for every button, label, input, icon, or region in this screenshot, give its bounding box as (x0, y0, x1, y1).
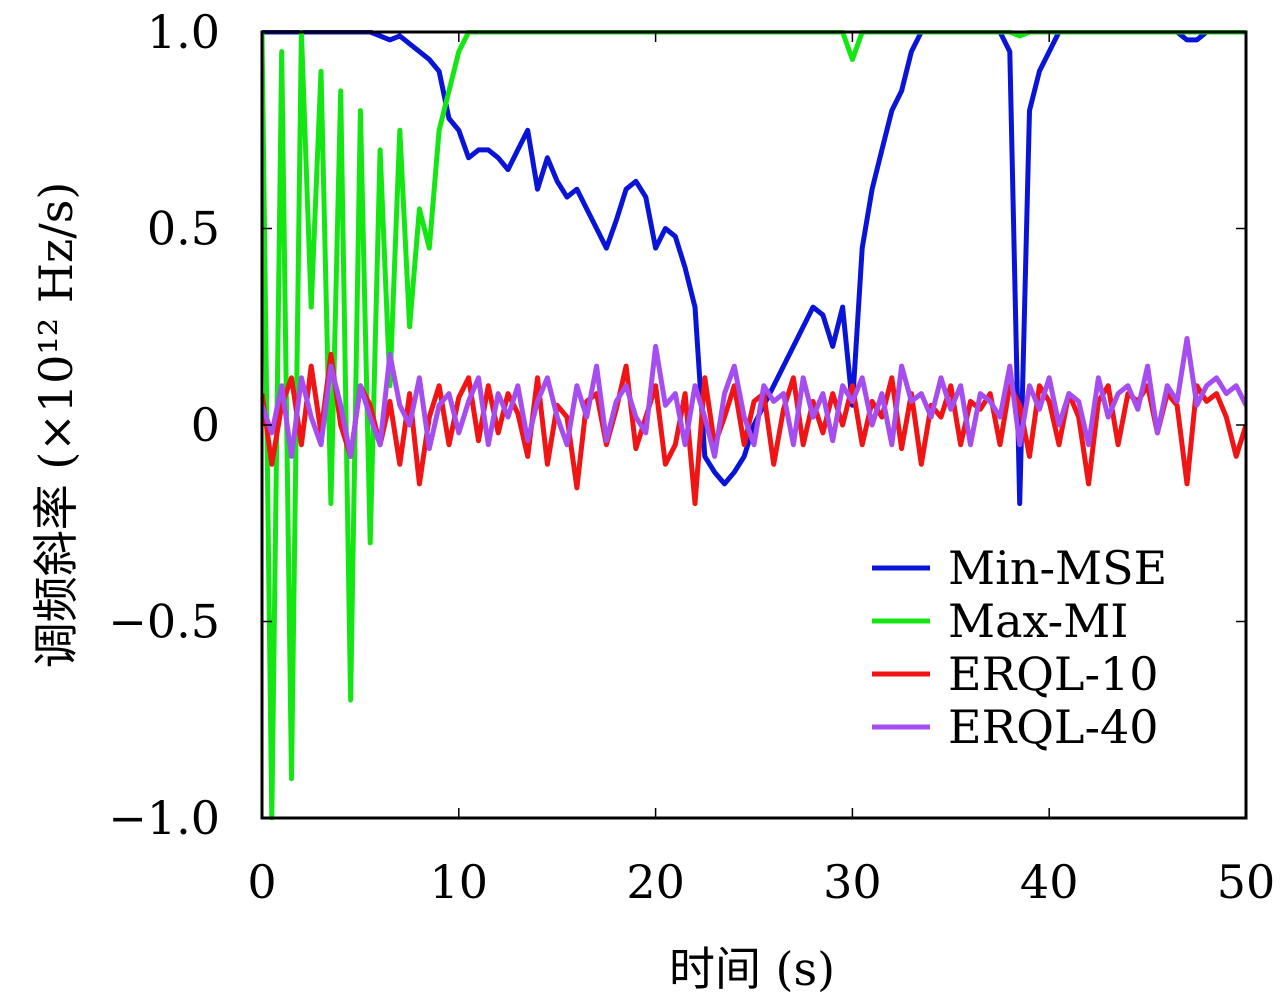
legend-label: ERQL-40 (948, 700, 1159, 754)
y-tick-label: −0.5 (108, 595, 220, 649)
y-axis-title: 调频斜率 (×10¹² Hz/s) (29, 182, 83, 669)
x-tick-label: 30 (823, 855, 882, 909)
tick-labels: 0 10 20 30 40 50 −1.0 −0.5 0 0.5 1.0 (108, 5, 1275, 909)
series-line-erql-40 (262, 336, 1246, 459)
y-tick-label: 0 (191, 398, 220, 452)
x-tick-label: 40 (1020, 855, 1079, 909)
legend-label: Min-MSE (948, 541, 1167, 595)
x-tick-label: 10 (430, 855, 489, 909)
x-axis-title: 时间 (s) (669, 942, 835, 996)
legend-label: Max-MI (948, 594, 1128, 648)
x-tick-label: 20 (626, 855, 685, 909)
y-tick-label: −1.0 (108, 791, 220, 845)
x-tick-label: 0 (247, 855, 276, 909)
y-tick-label: 1.0 (147, 5, 220, 59)
legend-label: ERQL-10 (948, 647, 1159, 701)
plot-frame (260, 30, 1248, 820)
x-tick-label: 50 (1217, 855, 1276, 909)
y-tick-label: 0.5 (147, 202, 220, 256)
